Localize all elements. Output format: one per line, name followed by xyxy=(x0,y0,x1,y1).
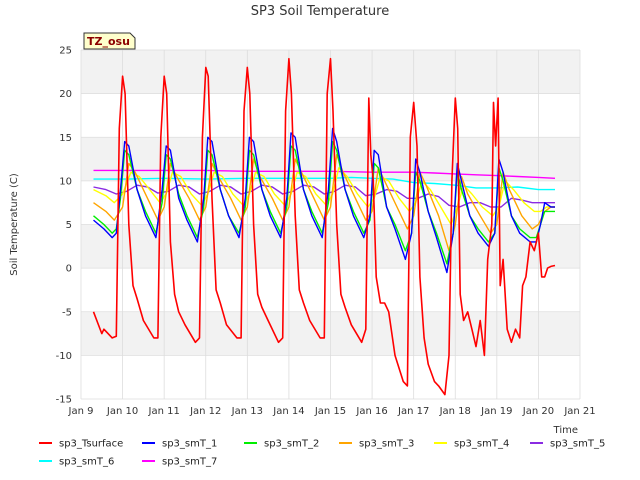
legend-item-sp3_smT_2: sp3_smT_2 xyxy=(244,439,319,450)
legend-item-sp3_smT_6: sp3_smT_6 xyxy=(39,457,114,468)
legend-label: sp3_Tsurface xyxy=(59,439,123,450)
y-tick-label: -5 xyxy=(62,307,72,318)
x-tick-label: Jan 15 xyxy=(314,406,346,417)
legend-item-sp3_smT_7: sp3_smT_7 xyxy=(142,457,217,468)
y-tick-label: -10 xyxy=(56,351,72,362)
series-line-sp3_smT_5 xyxy=(93,184,555,208)
legend-label: sp3_smT_1 xyxy=(162,439,217,450)
legend-item-sp3_smT_4: sp3_smT_4 xyxy=(434,439,509,450)
y-tick-label: 0 xyxy=(66,264,72,275)
legend-label: sp3_smT_2 xyxy=(264,439,319,450)
legend-item-sp3_smT_5: sp3_smT_5 xyxy=(530,439,605,450)
y-axis-label: Soil Temperature (C) xyxy=(9,173,20,276)
y-tick-label: 10 xyxy=(59,176,72,187)
annotation-label: TZ_osu xyxy=(87,35,130,48)
x-tick-labels: Jan 9 Jan 10 Jan 11 Jan 12 Jan 13 Jan 14 Jan 1… xyxy=(68,406,596,417)
y-tick-label: 15 xyxy=(59,133,72,144)
y-tick-label: 20 xyxy=(59,89,72,100)
x-tick-label: Jan 11 xyxy=(148,406,180,417)
y-tick-label: 25 xyxy=(59,46,72,57)
legend-item-sp3_smT_1: sp3_smT_1 xyxy=(142,439,217,450)
legend-label: sp3_smT_7 xyxy=(162,457,217,468)
series-line-sp3_Tsurface xyxy=(92,57,556,396)
y-tick-labels: -15 -10 -5 0 5 10 15 20 25 xyxy=(56,46,72,406)
annotation-box: TZ_osu xyxy=(83,32,136,50)
y-tick-label: 5 xyxy=(66,220,72,231)
chart-title: SP3 Soil Temperature xyxy=(251,4,389,19)
x-tick-label: Jan 10 xyxy=(106,406,138,417)
legend-item-sp3_smT_3: sp3_smT_3 xyxy=(339,439,414,450)
y-tick-label: -15 xyxy=(56,395,72,406)
legend-label: sp3_smT_6 xyxy=(59,457,114,468)
series-group xyxy=(92,57,556,396)
x-tick-label: Jan 9 xyxy=(68,406,94,417)
x-tick-label: Jan 19 xyxy=(480,406,512,417)
x-tick-label: Jan 16 xyxy=(355,406,387,417)
x-tick-label: Jan 18 xyxy=(439,406,471,417)
x-tick-label: Jan 17 xyxy=(397,406,429,417)
x-tick-label: Jan 21 xyxy=(563,406,595,417)
legend-label: sp3_smT_3 xyxy=(359,439,414,450)
x-tick-label: Jan 12 xyxy=(189,406,221,417)
x-tick-label: Jan 14 xyxy=(272,406,304,417)
legend-label: sp3_smT_4 xyxy=(454,439,509,450)
x-axis-label: Time xyxy=(553,425,578,436)
x-tick-label: Jan 13 xyxy=(231,406,263,417)
legend-item-sp3_Tsurface: sp3_Tsurface xyxy=(39,439,123,450)
legend-label: sp3_smT_5 xyxy=(550,439,605,450)
legend: sp3_Tsurface sp3_smT_1 sp3_smT_2 sp3_smT_3 s… xyxy=(39,439,605,468)
x-tick-label: Jan 20 xyxy=(522,406,554,417)
